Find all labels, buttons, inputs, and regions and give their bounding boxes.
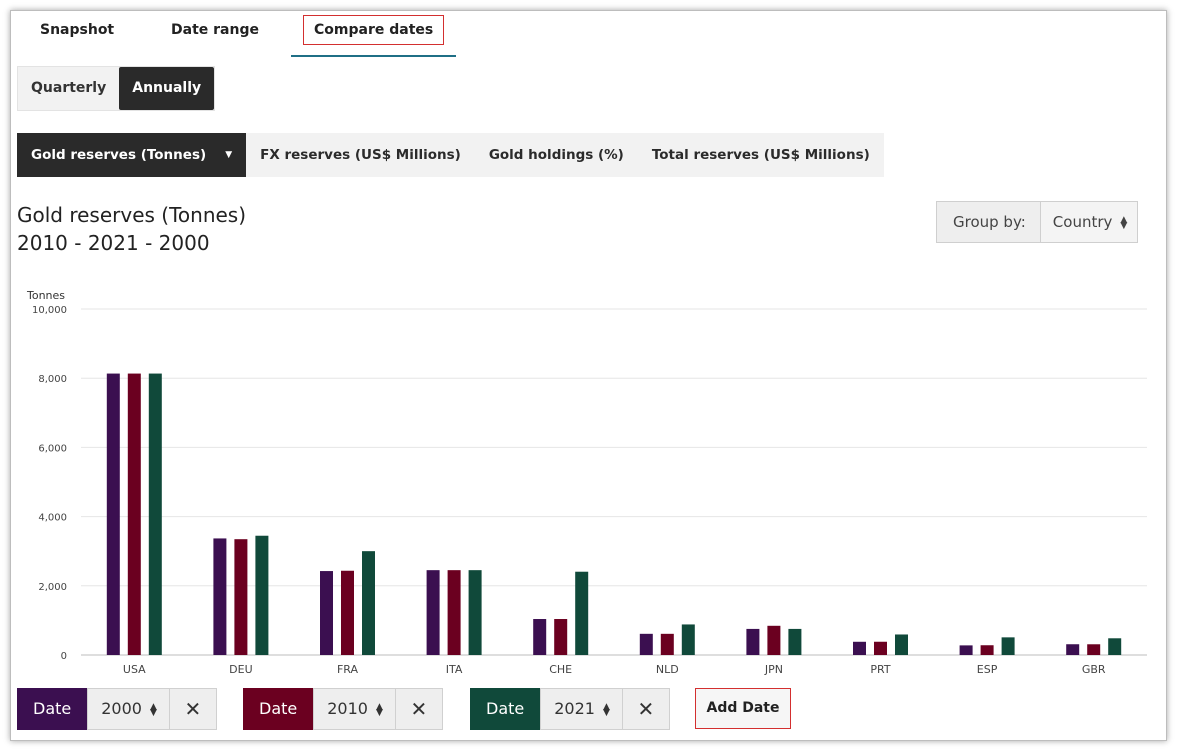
bar-ita-2010 — [447, 570, 461, 655]
bar-deu-2010 — [234, 539, 248, 655]
active-tab-indicator — [291, 55, 456, 57]
bar-prt-2000 — [853, 641, 866, 655]
bar-fra-2010 — [341, 570, 354, 655]
group-by-control: Group by: Country ▲ ▼ — [936, 201, 1139, 243]
chart-subtitle: 2010 - 2021 - 2000 — [17, 231, 210, 255]
bar-chart: Tonnes 0 2,000 4,000 6,000 8,000 10,000 USA DEU F… — [26, 289, 1147, 676]
remove-date-2000-button[interactable]: ✕ — [169, 688, 217, 730]
metric-gold-reserves[interactable]: Gold reserves (Tonnes) ▼ — [17, 133, 247, 177]
bar-fra-2021 — [362, 551, 375, 655]
bar-ita-2021 — [468, 570, 482, 655]
annually-button[interactable]: Annually — [119, 67, 215, 110]
sort-arrows-icon: ▲ ▼ — [375, 701, 383, 718]
bar-deu-2021 — [255, 535, 269, 655]
group-by-select[interactable]: Country ▲ ▼ — [1040, 202, 1138, 242]
x-tick-label: ESP — [977, 663, 998, 676]
x-tick-label: GBR — [1082, 663, 1106, 676]
bar-jpn-2000 — [746, 628, 760, 655]
x-tick-label: CHE — [549, 663, 572, 676]
date-value-2000: 2000 — [101, 699, 142, 718]
chart-title: Gold reserves (Tonnes) — [17, 203, 247, 227]
x-tick-label: PRT — [870, 663, 890, 676]
bar-prt-2010 — [874, 641, 887, 655]
metric-fx-reserves[interactable]: FX reserves (US$ Millions) — [260, 147, 461, 163]
add-date-button[interactable]: Add Date — [695, 688, 791, 729]
quarterly-button[interactable]: Quarterly — [18, 67, 120, 110]
bar-gbr-2021 — [1108, 638, 1122, 655]
bar-jpn-2021 — [788, 628, 802, 655]
tab-compare-dates[interactable]: Compare dates — [303, 15, 445, 45]
date-select-2010[interactable]: 2010 ▲ ▼ — [313, 688, 396, 730]
bar-esp-2000 — [959, 645, 973, 655]
bar-usa-2000 — [106, 373, 120, 655]
bar-ita-2000 — [426, 570, 440, 655]
tab-date-range[interactable]: Date range — [171, 22, 259, 38]
sort-arrows-icon: ▲ ▼ — [149, 701, 157, 718]
close-icon: ✕ — [637, 697, 655, 721]
group-by-label: Group by: — [937, 202, 1041, 242]
close-icon: ✕ — [410, 697, 428, 721]
period-toggle: Quarterly Annually — [17, 66, 216, 111]
close-icon: ✕ — [184, 697, 202, 721]
bar-nld-2010 — [660, 633, 674, 655]
bar-che-2000 — [533, 619, 547, 655]
bar-che-2021 — [575, 571, 589, 655]
y-tick-label: 10,000 — [32, 305, 67, 316]
y-axis-label: Tonnes — [26, 289, 65, 302]
bar-usa-2010 — [127, 373, 141, 655]
y-tick-label: 2,000 — [38, 582, 67, 593]
x-tick-label: NLD — [656, 663, 679, 676]
date-picker-2000: Date 2000 ▲ ▼ ✕ — [17, 688, 217, 730]
x-tick-label: USA — [123, 663, 146, 676]
remove-date-2021-button[interactable]: ✕ — [622, 688, 670, 730]
group-by-value: Country — [1052, 213, 1113, 231]
metric-tabs: Gold reserves (Tonnes) ▼ FX reserves (US… — [17, 133, 884, 177]
bar-esp-2010 — [980, 645, 994, 655]
bar-usa-2021 — [148, 373, 162, 655]
remove-date-2010-button[interactable]: ✕ — [395, 688, 443, 730]
sort-arrows-icon: ▲ ▼ — [1120, 214, 1128, 231]
bar-deu-2000 — [213, 538, 227, 655]
date-picker-2010: Date 2010 ▲ ▼ ✕ — [243, 688, 443, 730]
metric-total-reserves[interactable]: Total reserves (US$ Millions) — [651, 147, 870, 163]
y-tick-label: 0 — [61, 651, 67, 662]
bar-gbr-2000 — [1066, 644, 1080, 655]
metric-gold-reserves-label: Gold reserves (Tonnes) — [31, 147, 207, 163]
tab-snapshot[interactable]: Snapshot — [40, 22, 115, 38]
x-tick-label: FRA — [337, 663, 359, 676]
app-frame: Snapshot Date range Compare dates Quarte… — [10, 10, 1167, 741]
date-tag-2021: Date — [470, 688, 541, 730]
date-tag-2010: Date — [243, 688, 314, 730]
date-picker-2021: Date 2021 ▲ ▼ ✕ — [470, 688, 670, 730]
date-value-2010: 2010 — [327, 699, 368, 718]
bar-fra-2000 — [320, 571, 333, 655]
y-tick-label: 8,000 — [38, 374, 67, 385]
bar-prt-2021 — [895, 634, 908, 655]
date-value-2021: 2021 — [554, 699, 595, 718]
sort-arrows-icon: ▲ ▼ — [602, 701, 610, 718]
x-tick-label: ITA — [446, 663, 463, 676]
bar-nld-2021 — [681, 624, 695, 655]
y-tick-label: 6,000 — [38, 443, 67, 454]
bar-esp-2021 — [1001, 637, 1015, 655]
date-select-2000[interactable]: 2000 ▲ ▼ — [87, 688, 170, 730]
caret-down-icon: ▼ — [225, 150, 233, 160]
bar-nld-2000 — [639, 633, 653, 655]
bar-che-2010 — [554, 619, 568, 655]
y-tick-label: 4,000 — [38, 513, 67, 524]
x-tick-label: JPN — [764, 663, 783, 676]
bar-jpn-2010 — [767, 625, 781, 655]
metric-gold-holdings[interactable]: Gold holdings (%) — [488, 147, 624, 163]
date-select-2021[interactable]: 2021 ▲ ▼ — [540, 688, 623, 730]
bar-gbr-2010 — [1087, 644, 1101, 655]
x-tick-label: DEU — [229, 663, 252, 676]
date-tag-2000: Date — [17, 688, 88, 730]
